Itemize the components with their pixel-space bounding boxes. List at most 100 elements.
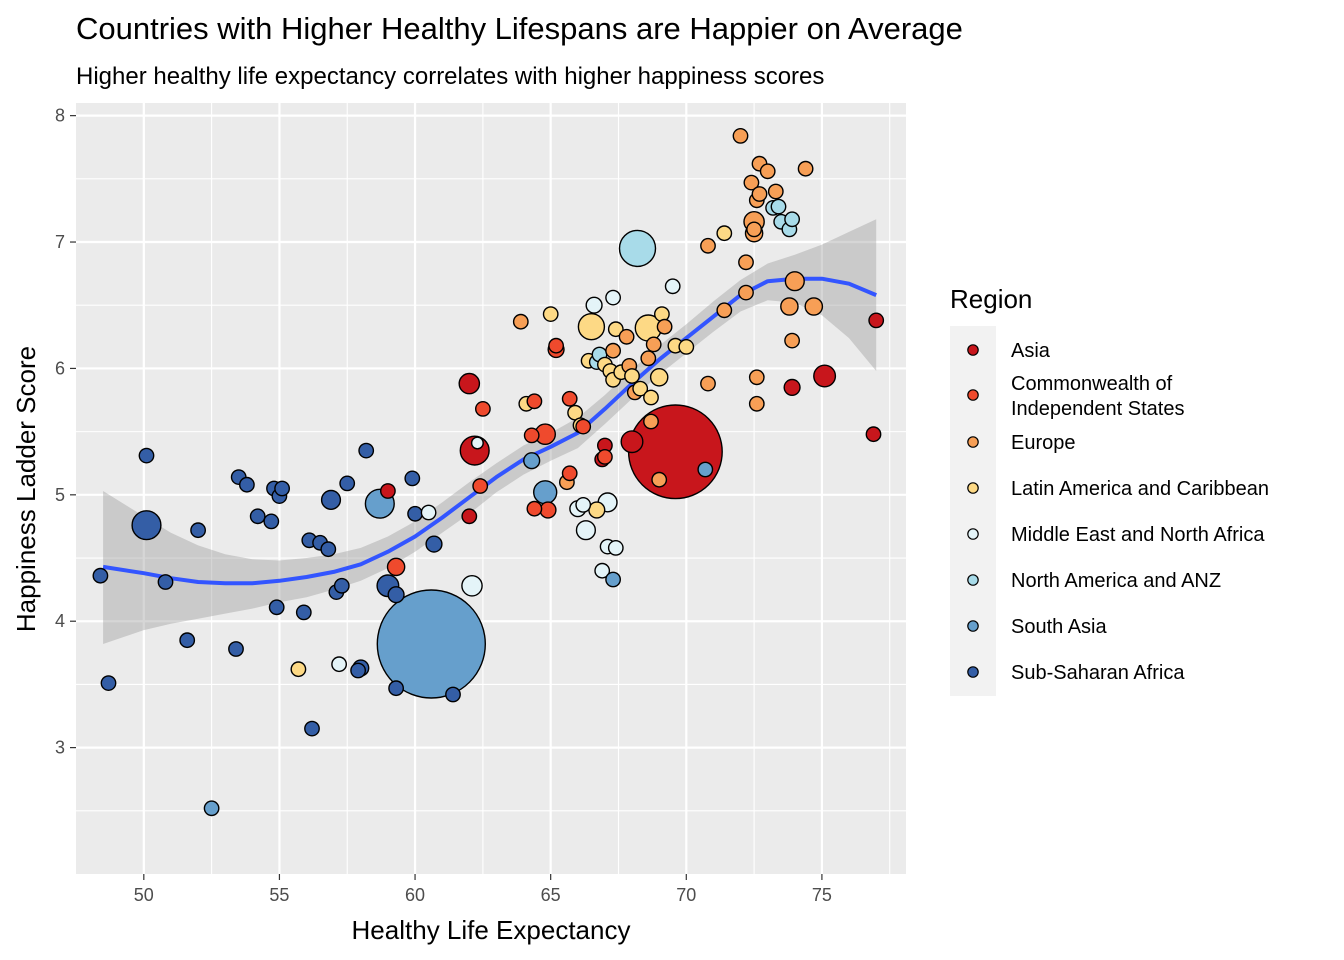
legend-key: [967, 620, 979, 632]
data-point: [651, 471, 668, 488]
y-tick-label: 3: [55, 738, 65, 758]
y-axis-title: Happiness Ladder Score: [11, 346, 41, 632]
data-point: [716, 225, 733, 242]
legend-key: [967, 528, 979, 540]
legend-label: Independent States: [1011, 398, 1184, 420]
data-point: [748, 395, 765, 412]
data-point: [732, 127, 749, 144]
legend-label: Europe: [1011, 432, 1076, 454]
legend-label: Asia: [1011, 340, 1051, 362]
data-point: [157, 574, 174, 590]
legend-title: Region: [950, 284, 1032, 314]
data-point: [746, 221, 762, 238]
data-point: [458, 372, 481, 395]
legend-key: [967, 344, 979, 356]
data-point: [404, 470, 421, 487]
data-point: [605, 289, 621, 306]
data-point: [585, 296, 603, 314]
data-point: [759, 163, 776, 180]
legend-key: [967, 574, 979, 586]
data-point: [751, 186, 768, 202]
data-point: [387, 586, 405, 604]
data-point: [700, 237, 716, 254]
data-point: [716, 302, 733, 319]
legend-label: South Asia: [1011, 616, 1108, 638]
data-point: [533, 480, 558, 505]
data-point: [743, 174, 760, 191]
legend-items: Asia Commonwealth of Independent States Eur…: [967, 340, 1269, 684]
data-point: [597, 448, 613, 465]
data-point: [678, 338, 695, 355]
data-point: [618, 229, 657, 268]
data-point: [131, 510, 162, 541]
data-point: [358, 442, 375, 459]
y-axis: 3 4 5 6 7 8: [55, 106, 76, 758]
data-point: [304, 720, 320, 737]
data-point: [542, 306, 559, 322]
data-point: [770, 198, 787, 215]
chart-subtitle: Higher healthy life expectancy correlate…: [76, 63, 824, 90]
data-point: [588, 501, 606, 519]
data-point: [190, 522, 207, 539]
data-point: [461, 575, 483, 597]
data-point: [179, 632, 196, 649]
data-point: [100, 675, 117, 691]
data-point: [350, 662, 366, 679]
data-point: [654, 306, 670, 322]
legend-label: Commonwealth of: [1011, 373, 1173, 395]
data-point: [813, 364, 837, 388]
data-point: [645, 336, 662, 353]
data-point: [656, 318, 673, 335]
data-point: [748, 369, 765, 386]
x-tick-label: 65: [541, 885, 561, 905]
data-point: [643, 389, 659, 406]
data-point: [320, 541, 337, 558]
data-point: [425, 535, 443, 553]
data-point: [618, 328, 635, 345]
data-point: [526, 393, 543, 410]
data-point: [632, 380, 649, 397]
data-point: [388, 680, 404, 697]
data-point: [470, 436, 484, 450]
data-point: [783, 378, 801, 397]
data-point: [203, 800, 220, 817]
data-point: [268, 599, 285, 616]
data-point: [643, 413, 659, 430]
data-point: [797, 160, 814, 177]
data-point: [577, 313, 606, 341]
data-point: [627, 404, 723, 500]
data-point: [620, 430, 644, 454]
data-point: [738, 284, 754, 301]
data-point: [526, 500, 543, 517]
x-tick-label: 55: [269, 885, 289, 905]
data-point: [865, 426, 882, 443]
data-point: [575, 496, 592, 513]
plot-panel: [76, 103, 906, 874]
data-point: [238, 476, 255, 493]
data-point: [379, 483, 396, 499]
data-point: [738, 254, 754, 271]
data-point: [461, 508, 478, 525]
data-point: [605, 342, 621, 359]
data-point: [767, 183, 784, 200]
x-tick-label: 50: [134, 885, 154, 905]
data-point: [697, 461, 714, 478]
data-point: [784, 271, 805, 292]
chart-title: Countries with Higher Healthy Lifespans …: [76, 11, 963, 46]
data-point: [512, 313, 529, 330]
data-point: [474, 400, 491, 417]
legend-label: Middle East and North Africa: [1011, 524, 1265, 546]
data-point: [548, 337, 564, 354]
data-point: [664, 278, 681, 295]
data-point: [333, 577, 350, 594]
data-point: [780, 297, 799, 316]
legend-key-background: [950, 326, 996, 696]
data-point: [420, 504, 437, 521]
data-point: [472, 478, 489, 494]
legend-key: [967, 666, 979, 678]
data-point: [523, 452, 541, 470]
data-points: [92, 127, 885, 817]
data-point: [295, 604, 312, 621]
data-point: [561, 390, 578, 407]
